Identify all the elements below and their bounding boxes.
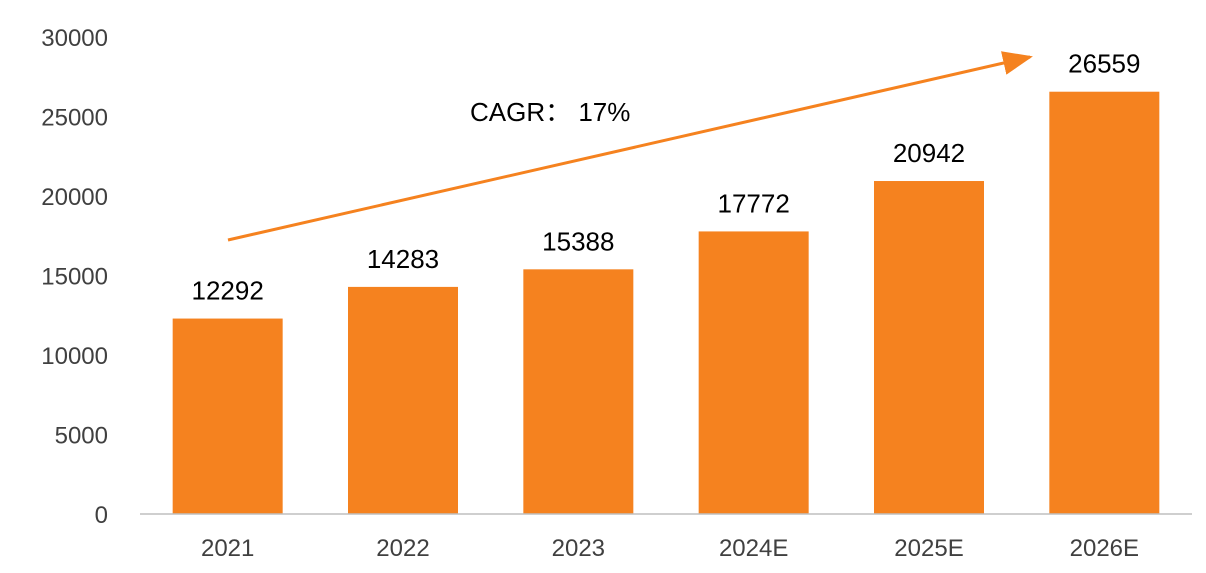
x-tick-label: 2025E [894,535,963,562]
bar [172,318,283,514]
bar [348,286,458,514]
x-tick-label: 2023 [552,535,605,562]
y-tick-label: 20000 [41,184,108,211]
data-label: 14283 [367,244,439,274]
cagr-annotation: CAGR： 17% [470,97,630,127]
data-label: 12292 [192,276,264,306]
data-label: 15388 [542,226,614,256]
y-tick-label: 15000 [41,264,108,291]
bar [1049,91,1160,514]
bar [874,181,984,514]
data-label: 20942 [893,138,965,168]
x-tick-label: 2026E [1070,535,1139,562]
y-tick-label: 10000 [41,343,108,370]
y-tick-label: 5000 [55,423,108,450]
data-label: 26559 [1068,49,1140,79]
growth-trend-arrow [227,51,1033,242]
bar [698,231,809,514]
x-tick-label: 2024E [719,535,788,562]
x-tick-label: 2021 [201,535,254,562]
x-tick-label: 2022 [376,535,429,562]
y-tick-label: 25000 [41,105,108,132]
y-tick-label: 0 [95,502,108,529]
y-tick-label: 30000 [41,25,108,52]
bar [523,269,634,514]
data-label: 17772 [718,188,790,218]
